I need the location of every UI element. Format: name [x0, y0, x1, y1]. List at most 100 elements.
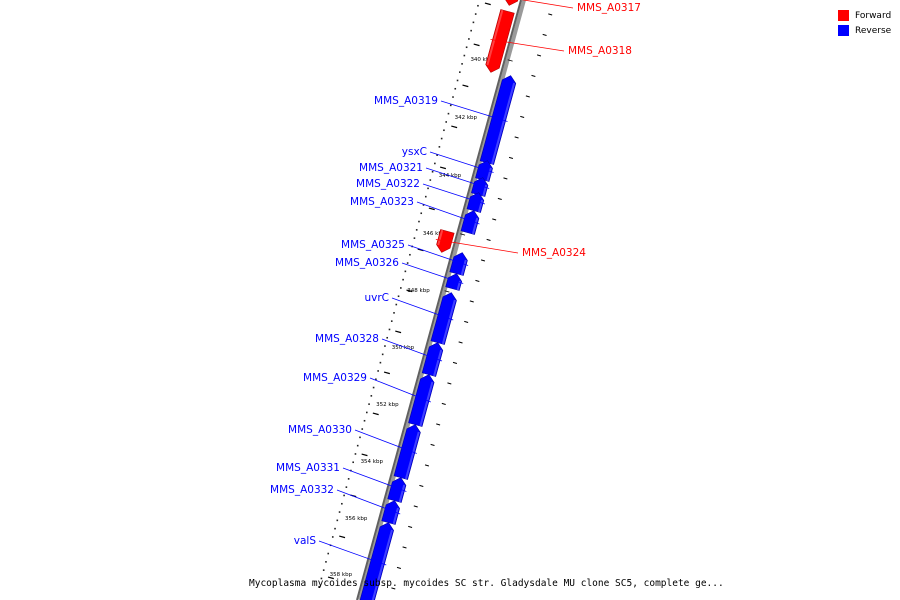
- gene-leader-line: [407, 244, 469, 266]
- gene-label[interactable]: MMS_A0323: [350, 196, 414, 208]
- gene-label[interactable]: MMS_A0332: [270, 484, 334, 496]
- gene-leader-line: [354, 429, 417, 454]
- scale-major-tick: [339, 535, 346, 539]
- scale-major-tick: [428, 207, 435, 211]
- scale-dot: [418, 220, 420, 223]
- gene-leader-line: [490, 39, 565, 52]
- gene-highlight: [477, 199, 484, 213]
- gene-label[interactable]: uvrC: [364, 292, 389, 304]
- scale-tick-mark: [444, 290, 450, 293]
- gene-highlight: [404, 431, 420, 480]
- scale-left-tick: [497, 197, 502, 200]
- gene-label[interactable]: MMS_A0330: [288, 424, 352, 436]
- gene-highlight: [486, 167, 492, 182]
- gene-highlight: [460, 259, 467, 276]
- gene-leader-line: [425, 167, 490, 189]
- gene-leader-line: [391, 297, 454, 321]
- scale-dot: [434, 162, 436, 165]
- scale-dot: [463, 54, 466, 57]
- scale-dot: [388, 328, 391, 331]
- scale-dot: [447, 112, 450, 115]
- scale-dot: [347, 478, 350, 480]
- scale-left-tick: [486, 238, 491, 241]
- scale-dot: [381, 353, 384, 356]
- scale-major-tick: [439, 166, 447, 170]
- gene-leader-line: [342, 467, 407, 492]
- scale-left-tick: [514, 136, 519, 139]
- gene-label[interactable]: MMS_A0318: [568, 45, 632, 57]
- gene-highlight: [419, 381, 434, 427]
- gene-label[interactable]: MMS_A0331: [276, 462, 340, 474]
- gene-label[interactable]: MMS_A0322: [356, 178, 420, 190]
- gene-leader-line: [401, 262, 464, 284]
- scale-dot: [327, 552, 330, 555]
- legend-forward-label: Forward: [855, 10, 892, 21]
- gene-labels: MMS_A0317 MMS_A0318 MMS_A0319 ysxC MMS_A0321…: [270, 0, 641, 566]
- scale-left-tick: [548, 13, 553, 16]
- scale-left-tick: [464, 320, 469, 323]
- scale-dot: [427, 187, 429, 190]
- scale-major-tick: [327, 576, 334, 580]
- gene-label[interactable]: MMS_A0325: [341, 239, 405, 251]
- gene-label[interactable]: MMS_A0324: [522, 247, 586, 259]
- gene-label[interactable]: MMS_A0321: [359, 162, 423, 174]
- gene-label[interactable]: valS: [294, 535, 317, 547]
- scale-left-tick: [402, 546, 407, 549]
- scale-tick-label: 358 kbp: [330, 572, 353, 578]
- gene-label[interactable]: MMS_A0317: [577, 2, 641, 14]
- scale-tick-mark: [507, 59, 513, 62]
- scale-dot: [320, 577, 323, 580]
- scale-dot: [334, 527, 336, 530]
- scale-major-tick: [383, 371, 391, 375]
- scale-dot: [461, 63, 463, 65]
- reverse-swatch: [838, 25, 849, 36]
- gene-highlight: [437, 229, 444, 246]
- scale-left-tick: [503, 177, 508, 180]
- scale-dot: [377, 370, 379, 372]
- scale-left-tick: [525, 95, 530, 98]
- scale-dot: [474, 13, 477, 15]
- gene-label[interactable]: MMS_A0326: [335, 257, 399, 269]
- gene-label[interactable]: MMS_A0328: [315, 333, 379, 345]
- gene-label[interactable]: ysxC: [402, 146, 427, 158]
- scale-dot: [429, 179, 432, 181]
- scale-dot: [325, 561, 327, 563]
- scale-tick-label: 342 kbp: [455, 115, 478, 121]
- gene-highlight: [486, 9, 504, 66]
- legend-reverse-label: Reverse: [855, 25, 892, 36]
- scale-dot: [420, 212, 423, 215]
- scale-dot: [415, 229, 418, 231]
- scale-dot: [470, 29, 472, 32]
- scale-dot: [356, 444, 359, 447]
- scale-dot: [422, 204, 425, 206]
- gene-highlight: [441, 299, 456, 345]
- scale-left-tick: [469, 300, 474, 303]
- gene-arrow[interactable]: [504, 0, 519, 6]
- gene-leader-line: [429, 151, 494, 173]
- sequence-caption: Mycoplasma mycoides subsp. mycoides SC s…: [249, 578, 724, 589]
- scale-dot: [465, 46, 468, 49]
- scale-dot: [454, 87, 457, 90]
- scale-dot: [431, 170, 434, 173]
- scale-dot: [352, 461, 354, 464]
- gene-arrow[interactable]: [445, 273, 463, 291]
- scale-left-tick: [480, 259, 486, 262]
- gene-label[interactable]: MMS_A0329: [303, 372, 367, 384]
- scale-left-tick: [447, 382, 452, 385]
- gene-leader-line: [381, 338, 443, 362]
- scale-left-tick: [424, 464, 430, 467]
- scale-dot: [443, 129, 445, 132]
- gene-label[interactable]: MMS_A0319: [374, 95, 438, 107]
- gene-highlight: [482, 184, 488, 197]
- scale-dot: [440, 137, 443, 140]
- scale-dot: [338, 511, 341, 513]
- scale-left-tick: [436, 423, 441, 426]
- gene-arrow[interactable]: [460, 210, 480, 235]
- gene-leader-line: [521, 0, 574, 9]
- scale-major-tick: [395, 330, 402, 334]
- scale-major-tick: [372, 412, 379, 416]
- gene-highlight: [398, 484, 406, 503]
- scale-dot: [397, 295, 400, 298]
- gene-leader-line: [336, 489, 401, 515]
- legend: Forward Reverse: [838, 8, 891, 38]
